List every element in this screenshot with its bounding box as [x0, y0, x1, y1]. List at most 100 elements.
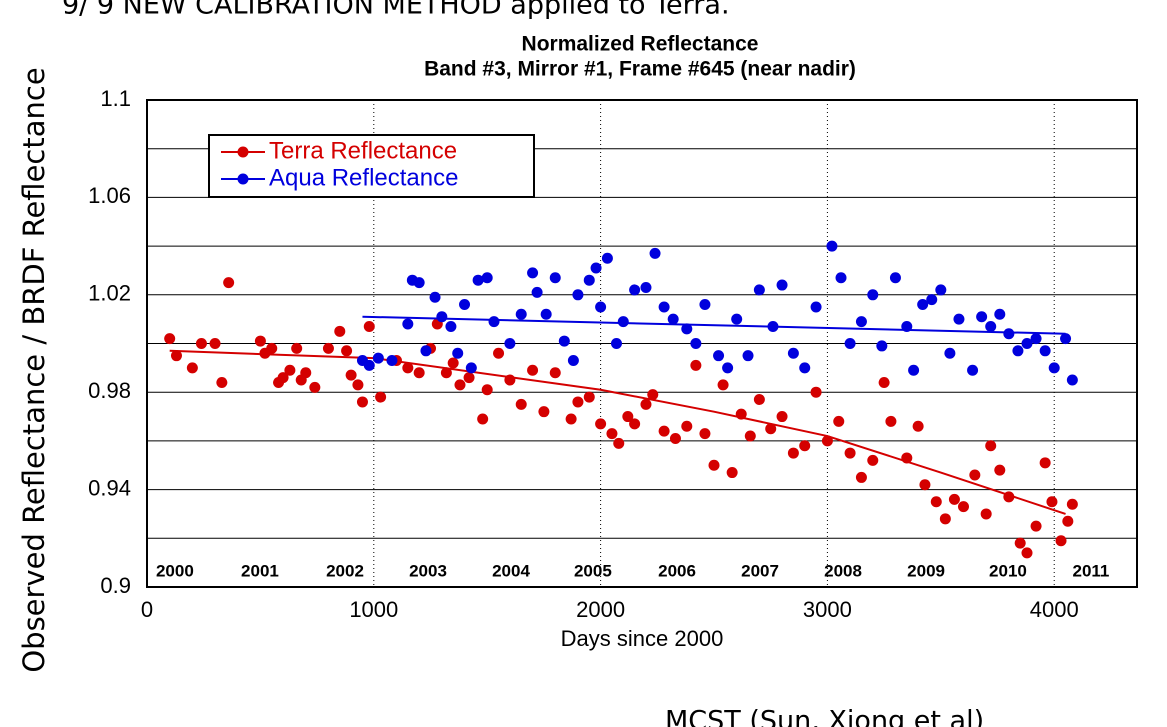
data-point	[622, 411, 634, 423]
data-point	[504, 338, 516, 349]
data-point	[341, 345, 353, 357]
data-point	[472, 274, 484, 286]
data-point	[459, 299, 471, 311]
data-point	[1055, 535, 1067, 547]
data-point	[867, 454, 879, 466]
data-point	[1003, 328, 1015, 340]
header-text: 9/ 9 NEW CALIBRATION METHOD applied to T…	[62, 0, 730, 21]
data-point	[985, 440, 997, 452]
data-point	[465, 362, 477, 374]
data-point	[810, 386, 822, 398]
data-point	[375, 391, 387, 403]
data-point	[527, 267, 539, 279]
data-point	[717, 379, 729, 391]
y-tick-label: 0.9	[100, 573, 131, 598]
year-label: 2003	[409, 561, 447, 580]
data-point	[919, 479, 931, 491]
data-point	[787, 347, 799, 359]
year-label: 2008	[824, 561, 862, 580]
chart-subtitle: Band #3, Mirror #1, Frame #645 (near nad…	[424, 58, 856, 81]
data-point	[309, 381, 321, 393]
data-point	[436, 311, 448, 323]
data-point	[452, 347, 464, 359]
data-point	[957, 501, 969, 513]
data-point	[601, 252, 613, 264]
data-point	[799, 440, 811, 452]
data-point	[352, 379, 364, 391]
year-label: 2007	[741, 561, 779, 580]
data-point	[844, 447, 856, 459]
y-axis-label: Observed Reflectance / BRDF Reflectance	[17, 67, 51, 672]
data-point	[583, 274, 595, 286]
data-point	[195, 338, 207, 349]
data-point	[386, 355, 398, 367]
data-point	[787, 447, 799, 459]
data-point	[948, 493, 960, 505]
y-tick-label: 1.02	[88, 281, 131, 306]
data-point	[833, 415, 845, 427]
data-point	[776, 279, 788, 291]
x-axis-label: Days since 2000	[561, 626, 724, 651]
data-point	[493, 347, 505, 359]
data-point	[776, 411, 788, 423]
data-point	[613, 437, 625, 449]
data-point	[876, 340, 888, 352]
data-point	[402, 362, 414, 374]
trend-line	[362, 315, 1066, 335]
data-point	[300, 367, 312, 379]
year-label: 2010	[989, 561, 1027, 580]
data-point	[640, 398, 652, 410]
x-tick-label: 4000	[1030, 597, 1079, 622]
data-point	[681, 420, 693, 432]
data-point	[209, 338, 221, 349]
data-point	[549, 272, 561, 284]
data-point	[606, 428, 618, 440]
data-point	[1021, 338, 1033, 349]
data-point	[595, 301, 607, 313]
data-point	[540, 308, 552, 320]
data-point	[658, 425, 670, 437]
data-point	[908, 364, 920, 376]
data-point	[878, 376, 890, 388]
data-point	[567, 355, 579, 367]
data-point	[681, 323, 693, 335]
data-point	[413, 277, 425, 289]
data-point	[835, 272, 847, 284]
data-point	[481, 272, 493, 284]
data-point	[867, 289, 879, 301]
data-point	[254, 335, 266, 347]
data-point	[322, 342, 334, 354]
data-point	[722, 362, 734, 374]
data-point	[753, 394, 765, 406]
data-point	[976, 311, 988, 323]
data-point	[629, 418, 641, 430]
data-point	[969, 469, 981, 481]
data-point	[935, 284, 947, 296]
data-point	[565, 413, 577, 425]
data-point	[980, 508, 992, 520]
data-point	[463, 372, 475, 384]
data-point	[1039, 457, 1051, 469]
data-point	[629, 284, 641, 296]
data-point	[821, 435, 833, 447]
y-tick-label: 1.1	[100, 86, 131, 111]
data-point	[708, 459, 720, 471]
data-point	[186, 362, 198, 374]
data-point	[440, 367, 452, 379]
data-point	[1021, 547, 1033, 559]
data-point	[912, 420, 924, 432]
data-point	[765, 423, 777, 435]
data-point	[994, 308, 1006, 320]
data-point	[810, 301, 822, 313]
data-point	[844, 338, 856, 349]
data-point	[742, 350, 754, 362]
data-point	[744, 430, 756, 442]
data-point	[170, 350, 182, 362]
data-point	[930, 496, 942, 508]
data-point	[889, 272, 901, 284]
year-label: 2009	[907, 561, 945, 580]
data-point	[753, 284, 765, 296]
year-label: 2002	[326, 561, 364, 580]
legend-marker	[237, 146, 249, 158]
data-point	[445, 320, 457, 332]
